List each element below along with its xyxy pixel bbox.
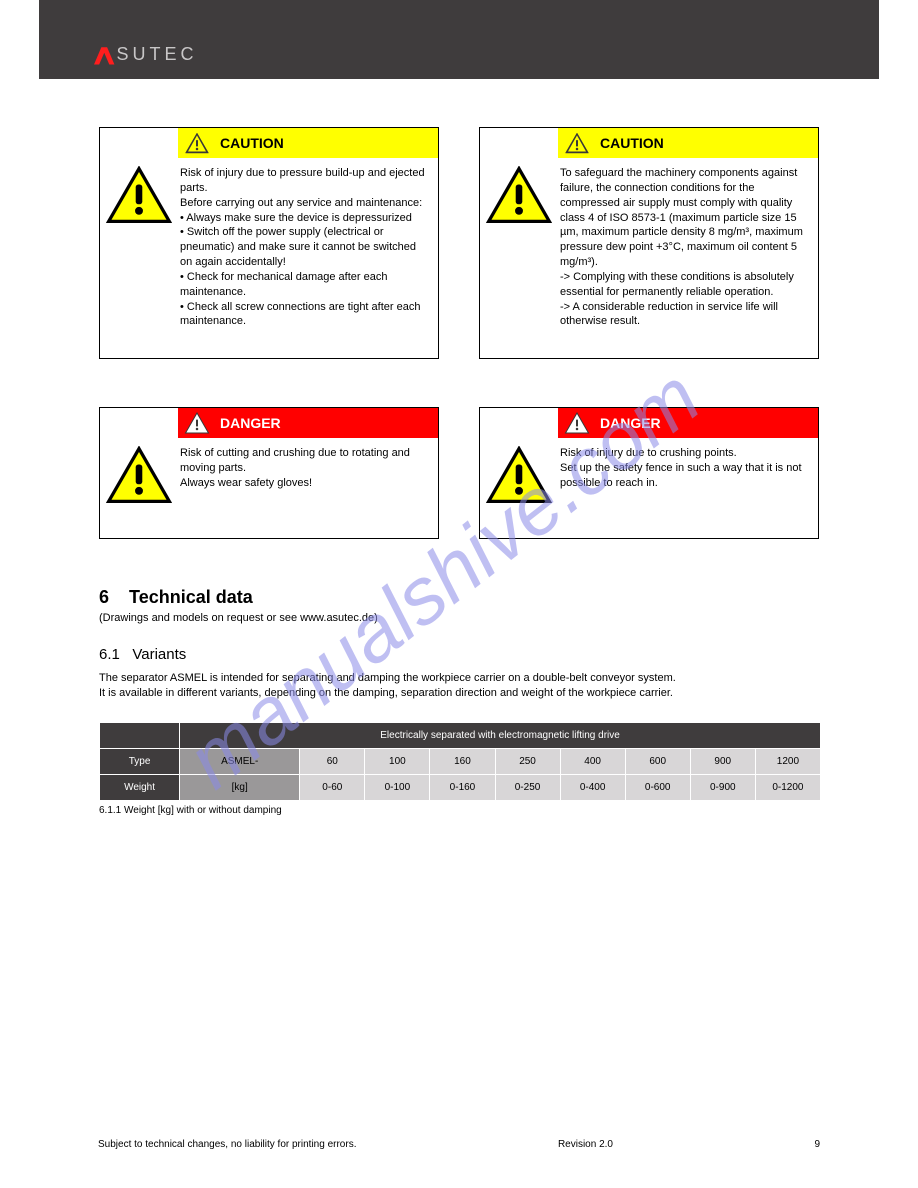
caution-row: CAUTION Risk of injury due to pressure b… <box>99 127 819 359</box>
subsection-title: 6.1 Variants <box>99 646 819 663</box>
danger-text-2: Risk of injury due to crushing points. S… <box>560 446 808 524</box>
footer-page: 9 <box>814 1139 820 1150</box>
cell: 0-100 <box>365 774 430 800</box>
caution-text-1: Risk of injury due to pressure build-up … <box>180 166 428 344</box>
cell: 1200 <box>755 748 820 774</box>
row-type-label: Type <box>100 748 180 774</box>
caution-head-1: CAUTION <box>178 128 438 158</box>
cell: 0-400 <box>560 774 625 800</box>
logo-text: SUTEC <box>117 44 198 65</box>
warning-big-icon <box>106 166 172 224</box>
warning-icon <box>184 412 210 434</box>
danger-box-2: DANGER Risk of injury due to crushing po… <box>479 407 819 539</box>
warning-icon <box>184 132 210 154</box>
danger-body-2: Risk of injury due to crushing points. S… <box>480 438 818 538</box>
cell: 0-250 <box>495 774 560 800</box>
danger-box-1: DANGER Risk of cutting and crushing due … <box>99 407 439 539</box>
cell: 0-1200 <box>755 774 820 800</box>
cell: 0-60 <box>300 774 365 800</box>
subsection-para: The separator ASMEL is intended for sepa… <box>99 671 819 702</box>
warning-big-icon <box>106 446 172 504</box>
section-num: 6 <box>99 587 109 607</box>
caution-head-2: CAUTION <box>558 128 818 158</box>
subsection-num: 6.1 <box>99 646 120 663</box>
danger-head-1: DANGER <box>178 408 438 438</box>
cell: 250 <box>495 748 560 774</box>
cell: 900 <box>690 748 755 774</box>
warning-icon <box>564 412 590 434</box>
caution-box-1: CAUTION Risk of injury due to pressure b… <box>99 127 439 359</box>
caution-box-2: CAUTION To safeguard the machinery compo… <box>479 127 819 359</box>
page-content: CAUTION Risk of injury due to pressure b… <box>39 79 879 816</box>
row-type-sub: ASMEL- <box>180 748 300 774</box>
warning-big-icon <box>486 166 552 224</box>
section-note: (Drawings and models on request or see w… <box>99 612 819 624</box>
cell: 0-160 <box>430 774 495 800</box>
table-footnote: 6.1.1 Weight [kg] with or without dampin… <box>99 805 819 816</box>
danger-label-1: DANGER <box>220 415 281 431</box>
variants-table: Electrically separated with electromagne… <box>99 722 821 801</box>
footer-disclaimer: Subject to technical changes, no liabili… <box>98 1139 356 1150</box>
section-name: Technical data <box>129 587 253 607</box>
page-footer: Subject to technical changes, no liabili… <box>0 1139 918 1150</box>
cell: 160 <box>430 748 495 774</box>
th-group: Electrically separated with electromagne… <box>180 722 821 748</box>
cell: 0-900 <box>690 774 755 800</box>
footer-revision: Revision 2.0 <box>558 1139 613 1150</box>
cell: 60 <box>300 748 365 774</box>
th-empty <box>100 722 180 748</box>
caution-label-1: CAUTION <box>220 135 284 151</box>
warning-icon <box>564 132 590 154</box>
table-row-type: Type ASMEL- 60 100 160 250 400 600 900 1… <box>100 748 821 774</box>
table-row-weight: Weight [kg] 0-60 0-100 0-160 0-250 0-400… <box>100 774 821 800</box>
caution-label-2: CAUTION <box>600 135 664 151</box>
caution-text-2: To safeguard the machinery components ag… <box>560 166 808 344</box>
danger-row: DANGER Risk of cutting and crushing due … <box>99 407 819 539</box>
header-bar: ∧ SUTEC <box>39 0 879 79</box>
danger-body-1: Risk of cutting and crushing due to rota… <box>100 438 438 538</box>
row-weight-label: Weight <box>100 774 180 800</box>
subsection-name: Variants <box>132 646 186 663</box>
danger-text-1: Risk of cutting and crushing due to rota… <box>180 446 428 524</box>
row-weight-sub: [kg] <box>180 774 300 800</box>
danger-label-2: DANGER <box>600 415 661 431</box>
warning-big-icon <box>486 446 552 504</box>
cell: 0-600 <box>625 774 690 800</box>
caution-body-1: Risk of injury due to pressure build-up … <box>100 158 438 358</box>
cell: 400 <box>560 748 625 774</box>
danger-head-2: DANGER <box>558 408 818 438</box>
logo-caret-icon: ∧ <box>90 38 119 71</box>
cell: 600 <box>625 748 690 774</box>
cell: 100 <box>365 748 430 774</box>
logo: ∧ SUTEC <box>94 38 198 71</box>
section-title: 6 Technical data <box>99 587 819 608</box>
caution-body-2: To safeguard the machinery components ag… <box>480 158 818 358</box>
